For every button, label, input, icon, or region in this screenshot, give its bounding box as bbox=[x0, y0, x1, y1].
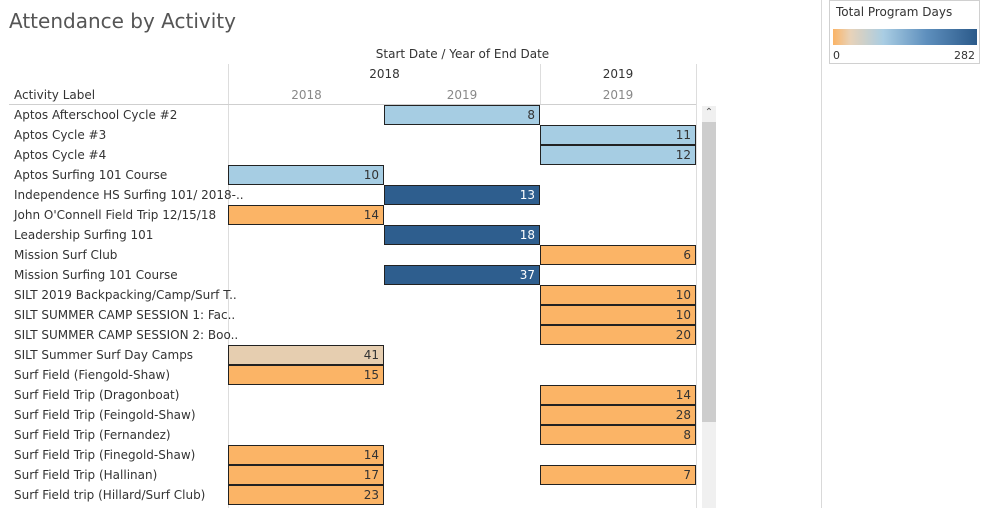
row-label: Mission Surf Club bbox=[14, 248, 118, 262]
heatmap-cell[interactable]: 10 bbox=[228, 165, 384, 185]
heatmap-cell[interactable]: 14 bbox=[540, 385, 696, 405]
scrollbar-thumb[interactable] bbox=[702, 122, 716, 422]
legend-min: 0 bbox=[833, 49, 840, 62]
panel-divider bbox=[821, 0, 822, 508]
row-header-title: Activity Label bbox=[14, 88, 96, 102]
grid-line bbox=[696, 64, 697, 508]
row-label: SILT Summer Surf Day Camps bbox=[14, 348, 194, 362]
row-label: Surf Field Trip (Hallinan) bbox=[14, 468, 158, 482]
start-year-2019: 2019 bbox=[602, 67, 634, 81]
row-label: SILT SUMMER CAMP SESSION 2: Boo.. bbox=[14, 328, 239, 342]
grid-line bbox=[540, 64, 541, 104]
row-label: Independence HS Surfing 101/ 2018-.. bbox=[14, 188, 244, 202]
heatmap-cell[interactable]: 41 bbox=[228, 345, 384, 365]
legend-title: Total Program Days bbox=[836, 5, 953, 19]
heatmap-cell[interactable]: 14 bbox=[228, 205, 384, 225]
heatmap-cell[interactable]: 7 bbox=[540, 465, 696, 485]
scroll-up-icon[interactable]: ⌃ bbox=[704, 107, 714, 118]
row-label: John O'Connell Field Trip 12/15/18 bbox=[14, 208, 217, 222]
row-label: Surf Field Trip (Dragonboat) bbox=[14, 388, 180, 402]
row-label: Leadership Surfing 101 bbox=[14, 228, 154, 242]
row-label: Aptos Afterschool Cycle #2 bbox=[14, 108, 178, 122]
heatmap-cell[interactable]: 13 bbox=[384, 185, 540, 205]
heatmap-cell[interactable]: 12 bbox=[540, 145, 696, 165]
row-label: Surf Field Trip (Feingold-Shaw) bbox=[14, 408, 196, 422]
heatmap-cell[interactable]: 18 bbox=[384, 225, 540, 245]
heatmap-cell[interactable]: 8 bbox=[540, 425, 696, 445]
start-year-2018: 2018 bbox=[369, 67, 400, 81]
heatmap-cell[interactable]: 15 bbox=[228, 365, 384, 385]
row-label: Surf Field Trip (Finegold-Shaw) bbox=[14, 448, 196, 462]
heatmap-cell[interactable]: 8 bbox=[384, 105, 540, 125]
heatmap-cell[interactable]: 6 bbox=[540, 245, 696, 265]
row-label: SILT 2019 Backpacking/Camp/Surf T.. bbox=[14, 288, 237, 302]
heatmap-cell[interactable]: 23 bbox=[228, 485, 384, 505]
end-year-col-3: 2019 bbox=[602, 88, 634, 102]
row-label: Mission Surfing 101 Course bbox=[14, 268, 178, 282]
heatmap-cell[interactable]: 10 bbox=[540, 285, 696, 305]
legend-color-ramp bbox=[833, 29, 977, 45]
row-label: Surf Field trip (Hillard/Surf Club) bbox=[14, 488, 206, 502]
heatmap-cell[interactable]: 20 bbox=[540, 325, 696, 345]
header-divider bbox=[9, 104, 696, 105]
row-label: Aptos Cycle #4 bbox=[14, 148, 107, 162]
heatmap-cell[interactable]: 14 bbox=[228, 445, 384, 465]
row-label: Surf Field Trip (Fernandez) bbox=[14, 428, 171, 442]
row-label: SILT SUMMER CAMP SESSION 1: Fac.. bbox=[14, 308, 236, 322]
heatmap-cell[interactable]: 17 bbox=[228, 465, 384, 485]
row-label: Aptos Cycle #3 bbox=[14, 128, 107, 142]
heatmap-cell[interactable]: 11 bbox=[540, 125, 696, 145]
row-label: Aptos Surfing 101 Course bbox=[14, 168, 168, 182]
grid-line bbox=[228, 64, 229, 508]
heatmap-cell[interactable]: 10 bbox=[540, 305, 696, 325]
heatmap-cell[interactable]: 28 bbox=[540, 405, 696, 425]
end-year-col-1: 2018 bbox=[291, 88, 322, 102]
row-label: Surf Field (Fiengold-Shaw) bbox=[14, 368, 171, 382]
column-header-title: Start Date / Year of End Date bbox=[375, 47, 550, 61]
end-year-col-2: 2019 bbox=[446, 88, 478, 102]
chart-title: Attendance by Activity bbox=[9, 9, 236, 33]
legend-max: 282 bbox=[954, 49, 975, 62]
heatmap-cell[interactable]: 37 bbox=[384, 265, 540, 285]
